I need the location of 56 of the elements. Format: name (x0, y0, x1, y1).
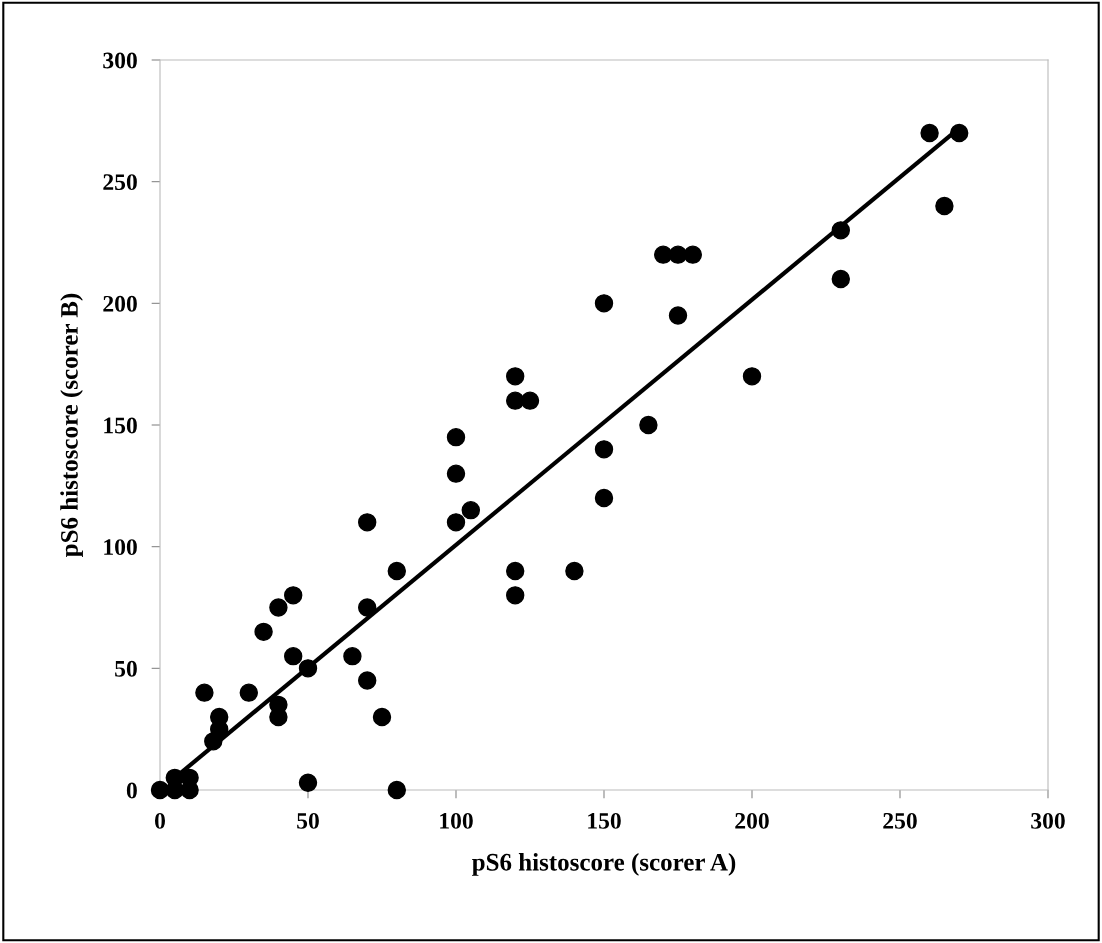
y-tick-label: 150 (104, 417, 137, 434)
point (150, 780, 170, 800)
point (343, 646, 362, 666)
x-tick-label: 300 (1031, 812, 1065, 829)
point (639, 415, 658, 435)
point (298, 659, 318, 678)
point (935, 196, 954, 216)
point (668, 245, 688, 264)
point (831, 269, 851, 289)
point (461, 500, 481, 520)
x-tick-label: 150 (588, 812, 621, 829)
point (742, 367, 762, 386)
y-tick-label: 50 (115, 660, 137, 677)
point (298, 773, 318, 792)
point (357, 598, 377, 617)
point (505, 561, 525, 581)
point (357, 671, 377, 690)
point (594, 488, 614, 508)
x-tick-label: 200 (735, 812, 769, 829)
y-tick-label: 100 (104, 539, 137, 556)
point (446, 464, 466, 483)
y-tick-label: 250 (103, 174, 137, 191)
point (920, 123, 939, 143)
point (446, 427, 466, 447)
x-tick-label: 250 (883, 812, 917, 829)
point (446, 513, 466, 532)
x-axis-title: pS6 histoscore (scorer A) (472, 853, 736, 876)
x-tick-label: 0 (155, 812, 165, 829)
y-tick-label: 0 (126, 782, 137, 799)
point (683, 245, 703, 264)
point (520, 391, 540, 410)
point (949, 123, 969, 143)
x-tick-label: 50 (297, 812, 319, 829)
point (387, 561, 407, 581)
x-tick-label: 100 (440, 812, 473, 829)
y-axis-title: pS6 histoscore (scorer B) (60, 293, 83, 557)
point (594, 294, 614, 313)
point (505, 367, 525, 386)
point (195, 683, 214, 702)
point (505, 586, 525, 605)
point (283, 586, 303, 605)
y-tick-label: 200 (103, 295, 137, 312)
y-tick-label: 300 (103, 52, 137, 69)
point (269, 707, 288, 727)
point (387, 780, 407, 800)
point (283, 646, 303, 666)
point (180, 780, 199, 800)
point (372, 707, 392, 727)
point (254, 622, 273, 642)
point (594, 440, 614, 459)
point (239, 683, 259, 702)
point (668, 306, 688, 325)
point (831, 221, 851, 240)
point (357, 513, 377, 532)
point (269, 598, 288, 617)
point (565, 561, 584, 581)
